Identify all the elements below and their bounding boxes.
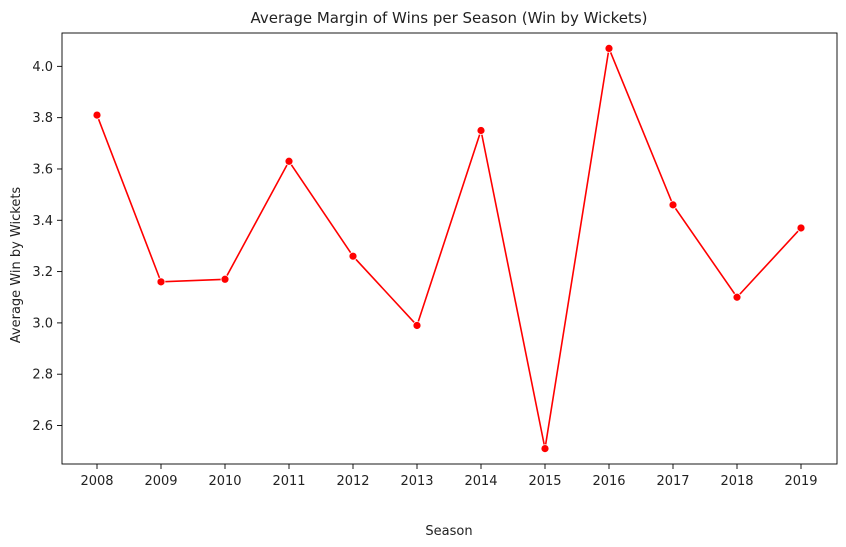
- x-tick-label: 2018: [720, 474, 753, 489]
- data-point-2010: [220, 274, 230, 284]
- x-tick-label: 2011: [272, 474, 305, 489]
- x-tick-label: 2015: [528, 474, 561, 489]
- x-axis: 2008 2009 2010 2011 2012 2013 2014 2015 2016 2017…: [80, 464, 818, 489]
- y-tick-label: 3.2: [32, 265, 53, 280]
- data-point-2019: [796, 223, 806, 233]
- chart-title: Average Margin of Wins per Season (Win b…: [250, 9, 647, 27]
- x-tick-label: 2009: [144, 474, 177, 489]
- series-markers: [92, 43, 806, 454]
- data-point-2016: [604, 43, 614, 53]
- data-point-2011: [284, 156, 294, 166]
- y-tick-label: 3.0: [32, 316, 53, 331]
- plot-area-frame: [61, 32, 838, 465]
- series-line: [96, 45, 802, 449]
- x-tick-label: 2014: [464, 474, 497, 489]
- y-tick-label: 3.8: [32, 111, 53, 126]
- data-point-2012: [348, 251, 358, 261]
- y-tick-label: 4.0: [32, 60, 53, 75]
- x-tick-label: 2008: [80, 474, 113, 489]
- data-point-2009: [156, 277, 166, 287]
- data-point-2017: [668, 200, 678, 210]
- data-point-2008: [92, 110, 102, 120]
- data-point-2015: [540, 444, 550, 454]
- data-point-2013: [412, 321, 422, 330]
- y-axis-label: Average Win by Wickets: [9, 187, 24, 344]
- y-tick-label: 2.6: [32, 419, 53, 434]
- y-axis: 2.6 2.8 3.0 3.2 3.4 3.6 3.8 4.0: [32, 60, 62, 434]
- x-tick-label: 2016: [592, 474, 625, 489]
- x-axis-label: Season: [425, 524, 472, 539]
- x-tick-label: 2019: [784, 474, 817, 489]
- data-point-2014: [476, 126, 486, 135]
- x-tick-label: 2012: [336, 474, 369, 489]
- y-tick-label: 2.8: [32, 368, 53, 383]
- y-tick-label: 3.4: [32, 214, 53, 229]
- x-tick-label: 2017: [656, 474, 689, 489]
- x-tick-label: 2013: [400, 474, 433, 489]
- x-tick-label: 2010: [208, 474, 241, 489]
- data-point-2018: [732, 292, 742, 302]
- y-tick-label: 3.6: [32, 162, 53, 177]
